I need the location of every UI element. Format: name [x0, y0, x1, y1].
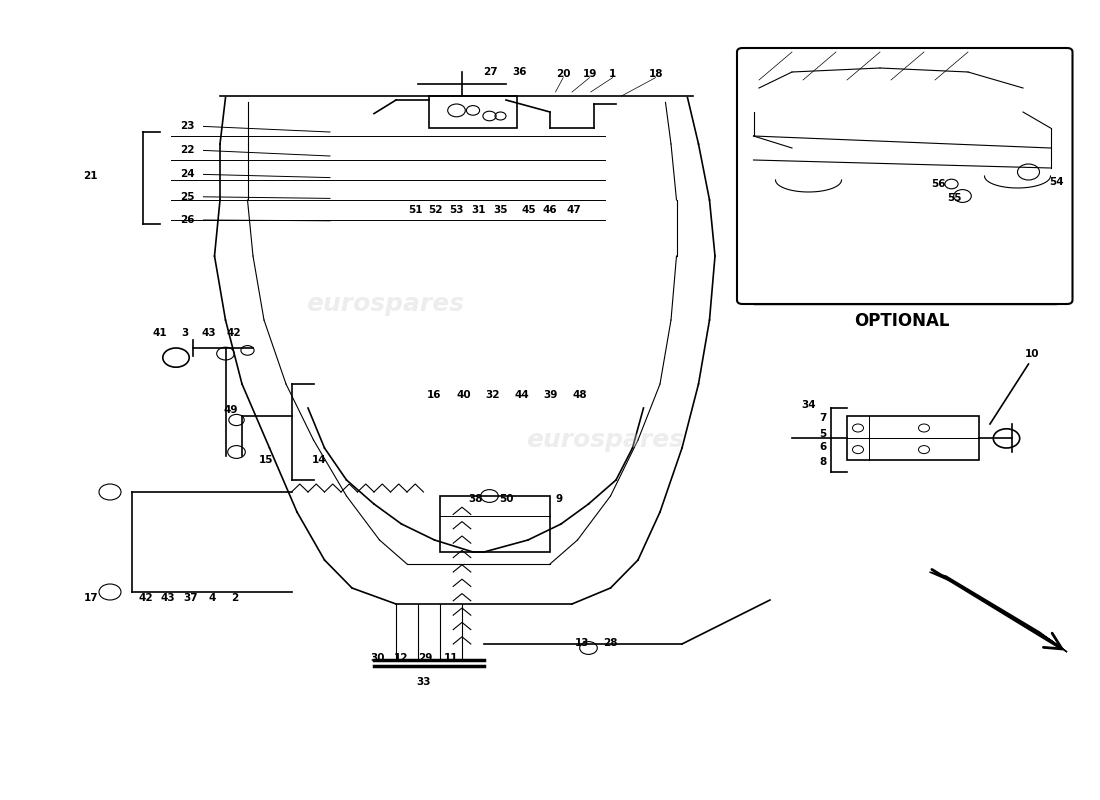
- Text: 11: 11: [443, 653, 459, 662]
- Text: 39: 39: [542, 390, 558, 400]
- Text: 54: 54: [1048, 178, 1064, 187]
- Text: 1: 1: [609, 69, 616, 78]
- Text: 2: 2: [231, 594, 238, 603]
- Bar: [440, 496, 550, 552]
- Text: 31: 31: [471, 205, 486, 214]
- Text: 42: 42: [139, 594, 154, 603]
- Text: 6: 6: [820, 442, 826, 452]
- Text: 22: 22: [179, 146, 195, 155]
- Text: 37: 37: [183, 594, 198, 603]
- Text: 25: 25: [179, 192, 195, 202]
- Text: 45: 45: [521, 205, 537, 214]
- Text: 43: 43: [161, 594, 176, 603]
- Text: 3: 3: [182, 328, 188, 338]
- Text: 36: 36: [512, 67, 527, 77]
- Text: 5: 5: [820, 429, 826, 438]
- Text: 32: 32: [485, 390, 501, 400]
- Text: 4: 4: [209, 594, 216, 603]
- Text: 50: 50: [498, 494, 514, 504]
- Text: 9: 9: [556, 494, 562, 504]
- Text: 52: 52: [428, 205, 443, 214]
- Text: 12: 12: [394, 653, 409, 662]
- Text: 19: 19: [582, 69, 597, 78]
- Text: 28: 28: [603, 638, 618, 648]
- Text: 46: 46: [542, 205, 558, 214]
- Text: 43: 43: [201, 328, 217, 338]
- Text: 53: 53: [449, 205, 464, 214]
- Text: 47: 47: [566, 205, 582, 214]
- Text: 48: 48: [572, 390, 587, 400]
- Text: eurospares: eurospares: [526, 428, 684, 452]
- Text: 13: 13: [574, 638, 590, 648]
- Text: 42: 42: [227, 328, 242, 338]
- Text: 27: 27: [483, 67, 498, 77]
- Text: 35: 35: [493, 205, 508, 214]
- Polygon shape: [930, 572, 1067, 652]
- Text: 16: 16: [427, 390, 442, 400]
- Text: 33: 33: [416, 677, 431, 686]
- Text: 24: 24: [179, 170, 195, 179]
- Text: eurospares: eurospares: [306, 292, 464, 316]
- Text: 49: 49: [223, 406, 239, 415]
- Text: 8: 8: [820, 458, 826, 467]
- Text: 55: 55: [947, 194, 962, 203]
- Text: 15: 15: [258, 455, 274, 465]
- Text: 29: 29: [418, 653, 433, 662]
- Text: 20: 20: [556, 69, 571, 78]
- Text: 30: 30: [370, 653, 385, 662]
- Text: 7: 7: [820, 414, 826, 423]
- Text: 21: 21: [82, 171, 98, 181]
- Text: 44: 44: [514, 390, 529, 400]
- Text: 41: 41: [152, 328, 167, 338]
- Text: 23: 23: [179, 122, 195, 131]
- Text: 10: 10: [1024, 350, 1040, 359]
- Text: 51: 51: [408, 205, 424, 214]
- Text: 26: 26: [179, 215, 195, 225]
- Text: 34: 34: [801, 400, 816, 410]
- Text: 40: 40: [456, 390, 472, 400]
- Text: 14: 14: [311, 455, 327, 465]
- Text: 56: 56: [931, 179, 946, 189]
- Bar: [429, 96, 517, 128]
- Text: OPTIONAL: OPTIONAL: [855, 312, 949, 330]
- Text: 17: 17: [84, 594, 99, 603]
- Text: 18: 18: [648, 69, 663, 78]
- Text: 38: 38: [468, 494, 483, 504]
- Bar: [847, 416, 979, 460]
